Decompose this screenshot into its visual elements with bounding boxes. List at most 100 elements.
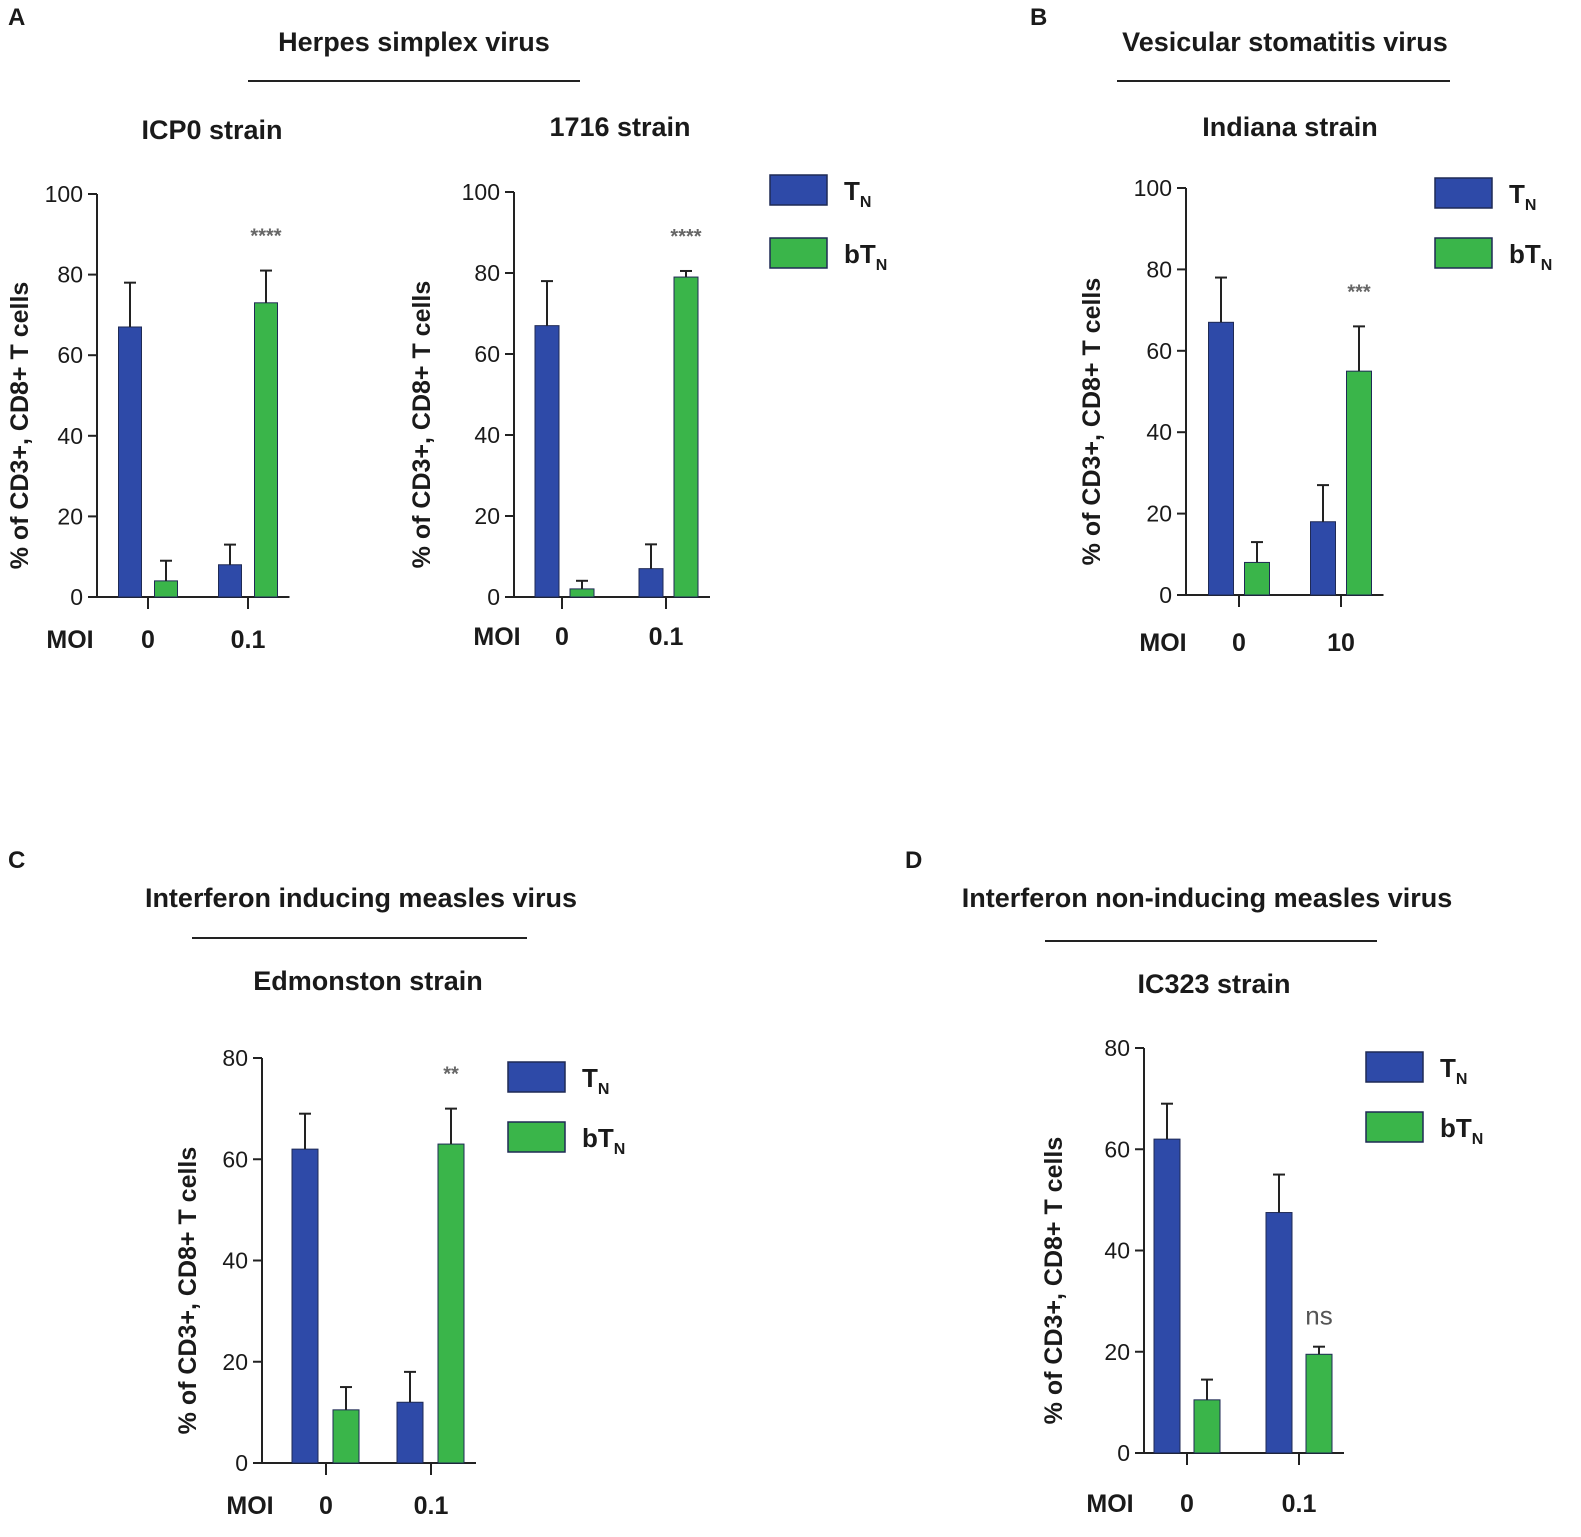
significance-label: *** xyxy=(1347,281,1371,303)
y-tick-label: 0 xyxy=(1159,582,1172,608)
x-axis-label: MOI xyxy=(1086,1490,1133,1518)
bar-tn-moi-0 xyxy=(534,325,560,598)
bar-btn-moi-0 xyxy=(332,1409,360,1464)
x-tick-label: 0 xyxy=(1232,629,1246,657)
bar-tn-moi-0 xyxy=(1153,1138,1181,1454)
y-tick-label: 40 xyxy=(57,423,83,449)
panel-letter-c: C xyxy=(8,847,25,874)
y-tick-label: 40 xyxy=(1146,419,1172,445)
x-tick-label: 0.1 xyxy=(649,623,684,651)
significance-label: **** xyxy=(670,226,701,248)
y-axis-label: % of CD3+, CD8+ T cells xyxy=(174,1147,202,1435)
y-tick-label: 40 xyxy=(1104,1238,1130,1264)
y-tick-label: 80 xyxy=(57,262,83,288)
bar-btn-moi-0 xyxy=(154,580,178,598)
bar-tn-moi-0 xyxy=(291,1148,319,1464)
x-tick-label: 0.1 xyxy=(231,626,266,654)
y-tick-label: 60 xyxy=(57,342,83,368)
chart-icp0: ICP0 strain 0 20 40 60 80 100 % of CD3+, CD8+ … xyxy=(6,115,290,654)
significance-label: ** xyxy=(443,1064,459,1086)
legend-swatch-btn xyxy=(1365,1111,1424,1143)
bar-btn-moi-0_1 xyxy=(254,302,278,598)
legend-swatch-btn xyxy=(769,237,828,269)
y-tick-label: 100 xyxy=(1134,175,1172,201)
x-tick-label: 10 xyxy=(1327,629,1355,657)
x-tick-label: 0.1 xyxy=(414,1492,449,1520)
y-tick-label: 20 xyxy=(222,1349,248,1375)
virus-title-d: Interferon non-inducing measles virus xyxy=(962,883,1453,913)
y-axis-label: % of CD3+, CD8+ T cells xyxy=(408,281,436,569)
significance-label: ns xyxy=(1305,1301,1332,1331)
chart-title: Indiana strain xyxy=(1202,112,1378,142)
y-tick-label: 0 xyxy=(487,584,500,610)
x-axis-label: MOI xyxy=(226,1492,273,1520)
bar-btn-moi-0 xyxy=(1193,1399,1221,1454)
y-tick-label: 60 xyxy=(1146,338,1172,364)
y-tick-label: 20 xyxy=(57,503,83,529)
bar-tn-moi-0_1 xyxy=(1265,1212,1293,1454)
panel-letter-d: D xyxy=(905,847,922,874)
virus-title-c: Interferon inducing measles virus xyxy=(145,883,577,913)
y-tick-label: 80 xyxy=(474,260,500,286)
y-tick-label: 20 xyxy=(1146,501,1172,527)
x-axis-label: MOI xyxy=(473,623,520,651)
legend-label-tn: TN xyxy=(1440,1053,1467,1088)
legend-label-tn: TN xyxy=(582,1063,609,1098)
legend-swatch-tn xyxy=(1434,177,1493,209)
legend-label-btn: bTN xyxy=(582,1123,625,1158)
bar-btn-moi-0_1 xyxy=(673,276,699,598)
chart-ic323: IC323 strain 0 20 40 60 80 % of CD3+, CD8+ T … xyxy=(1040,969,1483,1518)
y-tick-label: 40 xyxy=(474,422,500,448)
y-axis-label: % of CD3+, CD8+ T cells xyxy=(1078,278,1106,566)
x-axis-label: MOI xyxy=(1139,629,1186,657)
bar-tn-moi-0_1 xyxy=(396,1401,424,1464)
virus-title-b: Vesicular stomatitis virus xyxy=(1122,27,1448,57)
legend-label-btn: bTN xyxy=(1509,239,1552,274)
bar-btn-moi-10 xyxy=(1346,370,1372,596)
y-tick-label: 0 xyxy=(70,584,83,610)
bar-btn-moi-0 xyxy=(1244,561,1270,596)
y-tick-label: 80 xyxy=(1146,256,1172,282)
legend-swatch-tn xyxy=(507,1061,566,1093)
bar-tn-moi-0_1 xyxy=(638,568,664,598)
y-tick-label: 40 xyxy=(222,1248,248,1274)
x-axis-label: MOI xyxy=(46,626,93,654)
chart-1716: 1716 strain 0 20 40 60 80 100 % of CD3+, CD8+ … xyxy=(408,112,887,651)
bar-btn-moi-0_1 xyxy=(1305,1353,1333,1454)
bar-btn-moi-0_1 xyxy=(437,1143,465,1464)
x-tick-label: 0.1 xyxy=(1282,1490,1317,1518)
x-tick-label: 0 xyxy=(141,626,155,654)
legend-swatch-btn xyxy=(507,1121,566,1153)
y-tick-label: 80 xyxy=(222,1045,248,1071)
bar-tn-moi-0 xyxy=(1208,321,1234,596)
bar-btn-moi-0 xyxy=(569,588,595,598)
chart-title: 1716 strain xyxy=(549,112,690,142)
y-tick-label: 20 xyxy=(474,503,500,529)
y-tick-label: 60 xyxy=(474,341,500,367)
panel-letter-a: A xyxy=(8,4,25,31)
y-tick-label: 0 xyxy=(235,1450,248,1476)
y-tick-label: 60 xyxy=(222,1146,248,1172)
legend-label-btn: bTN xyxy=(1440,1113,1483,1148)
panel-letter-b: B xyxy=(1030,4,1047,31)
legend-swatch-btn xyxy=(1434,237,1493,269)
bar-tn-moi-10 xyxy=(1310,521,1336,596)
chart-title: ICP0 strain xyxy=(141,115,282,145)
y-tick-label: 80 xyxy=(1104,1035,1130,1061)
x-tick-label: 0 xyxy=(1180,1490,1194,1518)
significance-label: **** xyxy=(250,226,281,248)
chart-title: IC323 strain xyxy=(1137,969,1290,999)
y-tick-label: 100 xyxy=(45,181,83,207)
y-tick-label: 100 xyxy=(462,179,500,205)
bar-tn-moi-0_1 xyxy=(218,564,242,598)
legend-label-tn: TN xyxy=(844,176,871,211)
y-tick-label: 20 xyxy=(1104,1339,1130,1365)
y-axis-label: % of CD3+, CD8+ T cells xyxy=(1040,1137,1068,1425)
x-tick-label: 0 xyxy=(319,1492,333,1520)
legend-label-btn: bTN xyxy=(844,239,887,274)
legend-swatch-tn xyxy=(1365,1051,1424,1083)
y-axis-label: % of CD3+, CD8+ T cells xyxy=(6,282,34,570)
chart-edmonston: Edmonston strain 0 20 40 60 80 % of CD3+, CD8… xyxy=(174,966,625,1520)
